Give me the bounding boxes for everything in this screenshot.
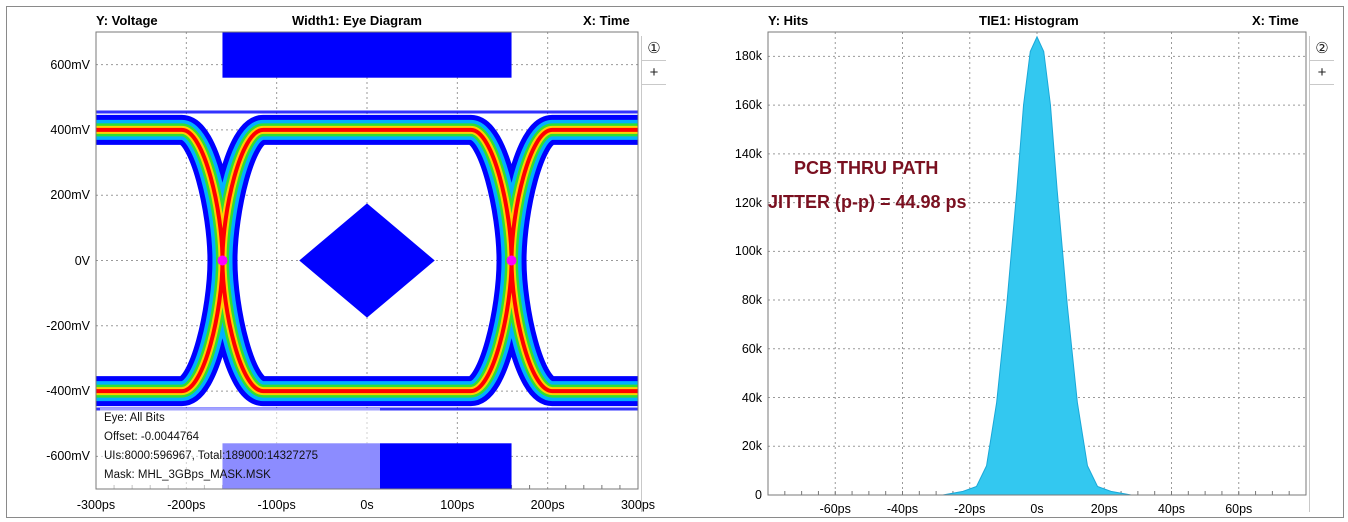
eye-x-tick-label: 100ps — [440, 498, 475, 512]
hist-y-tick-label: 60k — [741, 341, 762, 356]
hist-x-tick-label: 20ps — [1090, 502, 1118, 516]
hist-x-tick-label: -20ps — [954, 502, 986, 516]
eye-traces — [96, 114, 638, 407]
eye-x-tick-label: 200ps — [530, 498, 565, 512]
eye-x-tick-label: -300ps — [76, 498, 116, 512]
hist-y-axis-label: Y: Hits — [768, 13, 809, 28]
eye-diagram-panel: Y: Voltage Width1: Eye Diagram X: Time ①… — [0, 0, 672, 522]
eye-plot-border — [95, 31, 639, 490]
eye-info-line-3: UIs:8000:596967, Total:189000:14327275 — [104, 450, 319, 462]
annotation-pcb-thru-path: PCB THRU PATH — [794, 158, 939, 178]
eye-side-toolbar: ① + — [641, 36, 666, 512]
eye-y-tick-label: 0V — [74, 253, 90, 268]
hist-y-tick-label: 40k — [741, 390, 762, 405]
eye-y-tick-label: 400mV — [50, 122, 90, 137]
eye-info-backdrop — [100, 408, 380, 490]
eye-y-tick-label: 200mV — [50, 188, 90, 203]
eye-info-line-2: Offset: -0.0044764 — [104, 431, 200, 443]
mask-top-bar — [222, 32, 512, 78]
hist-x-tick-label: 60ps — [1225, 502, 1253, 516]
hist-x-axis-label: X: Time — [1252, 13, 1299, 28]
hist-y-tick-label: 160k — [734, 98, 762, 113]
eye-crossing-point — [217, 255, 228, 266]
hist-x-tick-label: -60ps — [819, 502, 851, 516]
hist-y-tick-label: 100k — [734, 244, 762, 259]
eye-x-tick-label: 300ps — [620, 498, 656, 512]
eye-x-tick-label: -100ps — [257, 498, 296, 512]
hist-add-button[interactable]: + — [1310, 62, 1334, 85]
hist-y-tick-label: 120k — [734, 195, 762, 210]
eye-x-tick-label: 0s — [360, 498, 374, 512]
eye-y-tick-label: 600mV — [50, 57, 90, 72]
channel-2-marker[interactable]: ② — [1310, 38, 1334, 61]
histogram-plot — [767, 31, 1307, 496]
eye-y-tick-label: -600mV — [46, 449, 90, 464]
hist-y-tick-label: 180k — [734, 49, 762, 64]
histogram-area — [942, 35, 1132, 496]
hist-y-tick-label: 140k — [734, 146, 762, 161]
hist-y-tick-label: 0 — [755, 488, 762, 502]
eye-diagram-plot — [95, 31, 639, 490]
eye-x-tick-label: -200ps — [167, 498, 206, 512]
eye-add-button[interactable]: + — [642, 62, 666, 85]
histogram-title: TIE1: Histogram — [979, 13, 1079, 28]
hist-x-tick-label: -40ps — [886, 502, 919, 516]
hist-y-tick-label: 80k — [741, 293, 762, 308]
eye-y-tick-label: -200mV — [46, 318, 90, 333]
eye-diagram-title: Width1: Eye Diagram — [292, 13, 422, 28]
hist-side-toolbar: ② + — [1309, 36, 1334, 512]
eye-y-tick-label: -400mV — [46, 384, 90, 399]
channel-1-marker[interactable]: ① — [642, 38, 666, 61]
hist-y-tick-label: 20k — [741, 439, 762, 454]
eye-y-axis-label: Y: Voltage — [96, 13, 158, 28]
hist-x-tick-label: 40ps — [1157, 502, 1186, 516]
eye-crossing-point — [506, 255, 517, 266]
eye-trace-band — [96, 127, 638, 394]
eye-info-line-1: Eye: All Bits — [104, 412, 165, 424]
annotation-jitter: JITTER (p-p) = 44.98 ps — [768, 192, 967, 212]
eye-x-axis-label: X: Time — [583, 13, 630, 28]
mask-center-diamond — [299, 203, 435, 318]
histogram-panel: Y: Hits TIE1: Histogram X: Time ② + 180k… — [672, 0, 1348, 522]
eye-trace-band — [96, 127, 638, 394]
hist-plot-border — [767, 31, 1307, 496]
eye-info-line-4: Mask: MHL_3GBps_MASK.MSK — [104, 469, 271, 481]
hist-x-tick-label: 0s — [1030, 502, 1044, 516]
